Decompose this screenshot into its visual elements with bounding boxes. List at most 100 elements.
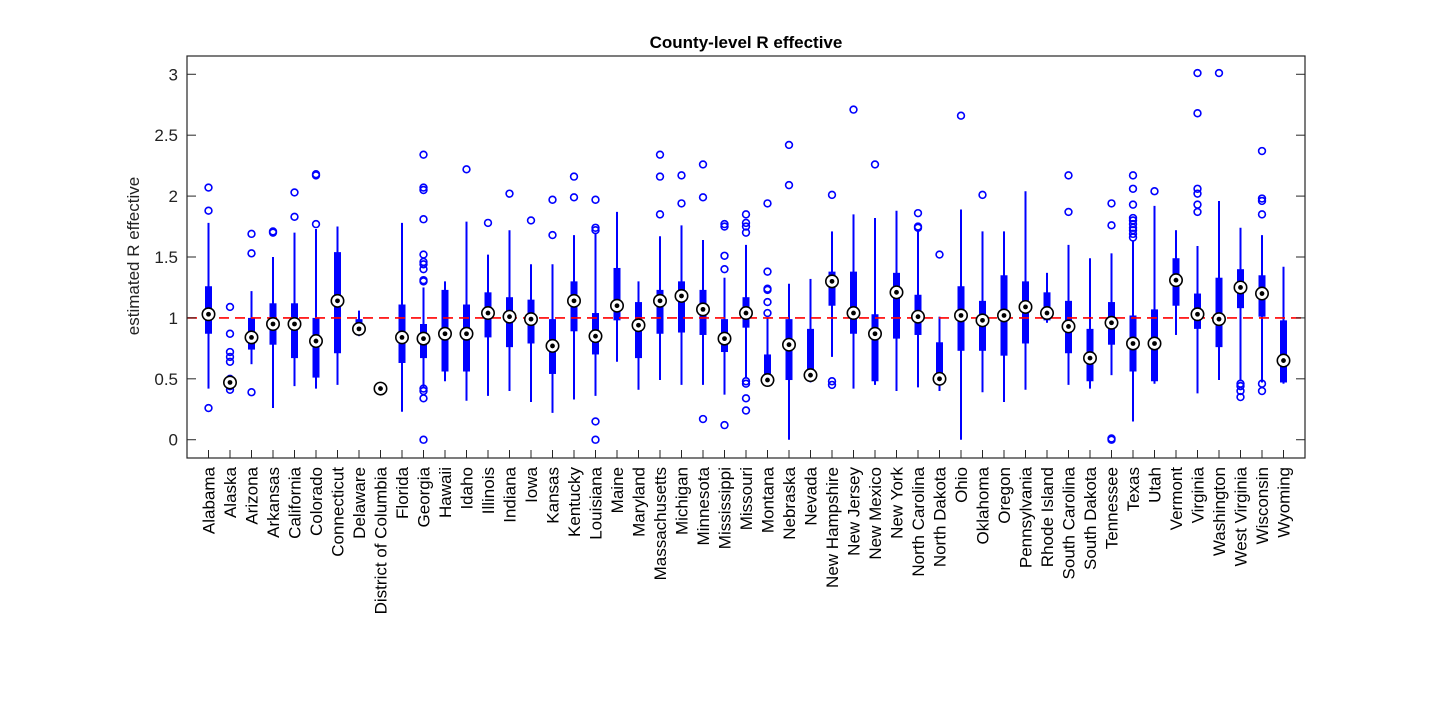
outlier-point: [290, 212, 299, 222]
plot-area: [187, 68, 1305, 444]
outlier-point: [1193, 68, 1202, 78]
outlier-point: [655, 210, 665, 219]
outlier-point: [225, 357, 235, 366]
outlier-point: [1193, 189, 1202, 198]
outlier-point: [419, 384, 428, 393]
category-label: Arkansas: [264, 467, 283, 538]
category-label: Arizona: [243, 466, 262, 524]
category-label: New Jersey: [845, 467, 864, 556]
median-dot: [335, 298, 340, 304]
y-tick-label: 1.5: [154, 248, 178, 267]
median-dot: [292, 321, 297, 327]
outlier-point: [1107, 434, 1116, 443]
category-label: Nebraska: [780, 466, 799, 539]
outlier-point: [1214, 68, 1224, 78]
box: [656, 289, 664, 334]
category-label: Kansas: [544, 467, 563, 524]
median-dot: [829, 278, 835, 284]
outlier-point: [591, 195, 600, 204]
category-label: Louisiana: [587, 466, 606, 539]
outlier-point: [913, 208, 923, 218]
outlier-point: [677, 199, 686, 208]
outlier-point: [1150, 187, 1159, 196]
category-label: Colorado: [307, 467, 326, 536]
outlier-point: [741, 406, 751, 415]
outlier-point: [784, 180, 794, 190]
outlier-point: [1257, 386, 1267, 396]
median-dot: [1152, 341, 1157, 346]
category-label: Utah: [1146, 467, 1165, 503]
outlier-point: [225, 347, 235, 357]
category-label: Massachusetts: [651, 467, 670, 580]
outlier-point: [1128, 171, 1138, 180]
median-dot: [1195, 311, 1200, 317]
outlier-point: [741, 394, 751, 403]
outlier-point: [505, 189, 514, 198]
outlier-point: [1257, 379, 1267, 388]
outlier-point: [720, 251, 729, 260]
category-label: Maryland: [630, 467, 649, 537]
outlier-point: [655, 172, 665, 181]
median-dot: [485, 310, 491, 316]
outlier-point: [225, 329, 235, 338]
category-label: Ohio: [952, 467, 971, 503]
box: [807, 328, 814, 379]
outlier-point: [419, 435, 428, 444]
category-label: Missouri: [737, 467, 756, 530]
outlier-point: [827, 377, 837, 386]
median-dot: [593, 333, 598, 339]
outlier-point: [290, 188, 299, 197]
outlier-point: [462, 165, 471, 174]
outlier-point: [741, 222, 751, 231]
median-dot: [1259, 291, 1265, 296]
category-label: New York: [888, 467, 907, 539]
outlier-point: [827, 190, 837, 200]
median-dot: [528, 316, 534, 322]
outlier-point: [956, 111, 966, 120]
outlier-point: [548, 230, 557, 240]
box: [828, 271, 836, 306]
median-dot: [851, 310, 856, 316]
median-dot: [270, 321, 276, 327]
outlier-point: [419, 394, 428, 403]
median-dot: [571, 298, 577, 304]
category-label: Hawaii: [436, 467, 455, 518]
outlier-point: [1064, 207, 1073, 217]
outlier-point: [526, 216, 536, 225]
median-dot: [894, 289, 899, 295]
outlier-point: [419, 183, 428, 192]
outlier-point: [763, 199, 772, 208]
median-dot: [872, 331, 878, 337]
median-dot: [1087, 355, 1093, 361]
outlier-point: [1193, 200, 1202, 209]
median-dot: [786, 342, 792, 348]
category-label: Illinois: [479, 467, 498, 514]
median-dot: [1023, 304, 1028, 310]
outlier-point: [204, 183, 213, 192]
box: [871, 314, 879, 382]
outlier-point: [720, 420, 729, 430]
outlier-point: [311, 219, 321, 229]
category-label: Indiana: [501, 466, 520, 522]
outlier-point: [935, 250, 944, 259]
median-dot: [1216, 316, 1222, 322]
outlier-point: [978, 190, 987, 200]
outlier-point: [784, 140, 794, 150]
median-dot: [1238, 285, 1243, 290]
category-label: Florida: [393, 466, 412, 519]
y-tick-label: 0: [169, 431, 178, 450]
median-dot: [700, 306, 706, 312]
median-dot: [507, 314, 512, 320]
category-label: North Dakota: [931, 466, 950, 567]
category-label: Rhode Island: [1038, 467, 1057, 567]
category-label: Pennsylvania: [1017, 466, 1036, 568]
outlier-point: [247, 388, 256, 397]
outlier-point: [268, 227, 278, 236]
category-label: Maine: [608, 467, 627, 513]
outlier-point: [698, 193, 708, 202]
outlier-point: [677, 171, 686, 180]
outlier-point: [870, 160, 880, 169]
category-label: Washington: [1210, 467, 1229, 556]
category-label: North Carolina: [909, 466, 928, 576]
outlier-point: [655, 150, 665, 159]
